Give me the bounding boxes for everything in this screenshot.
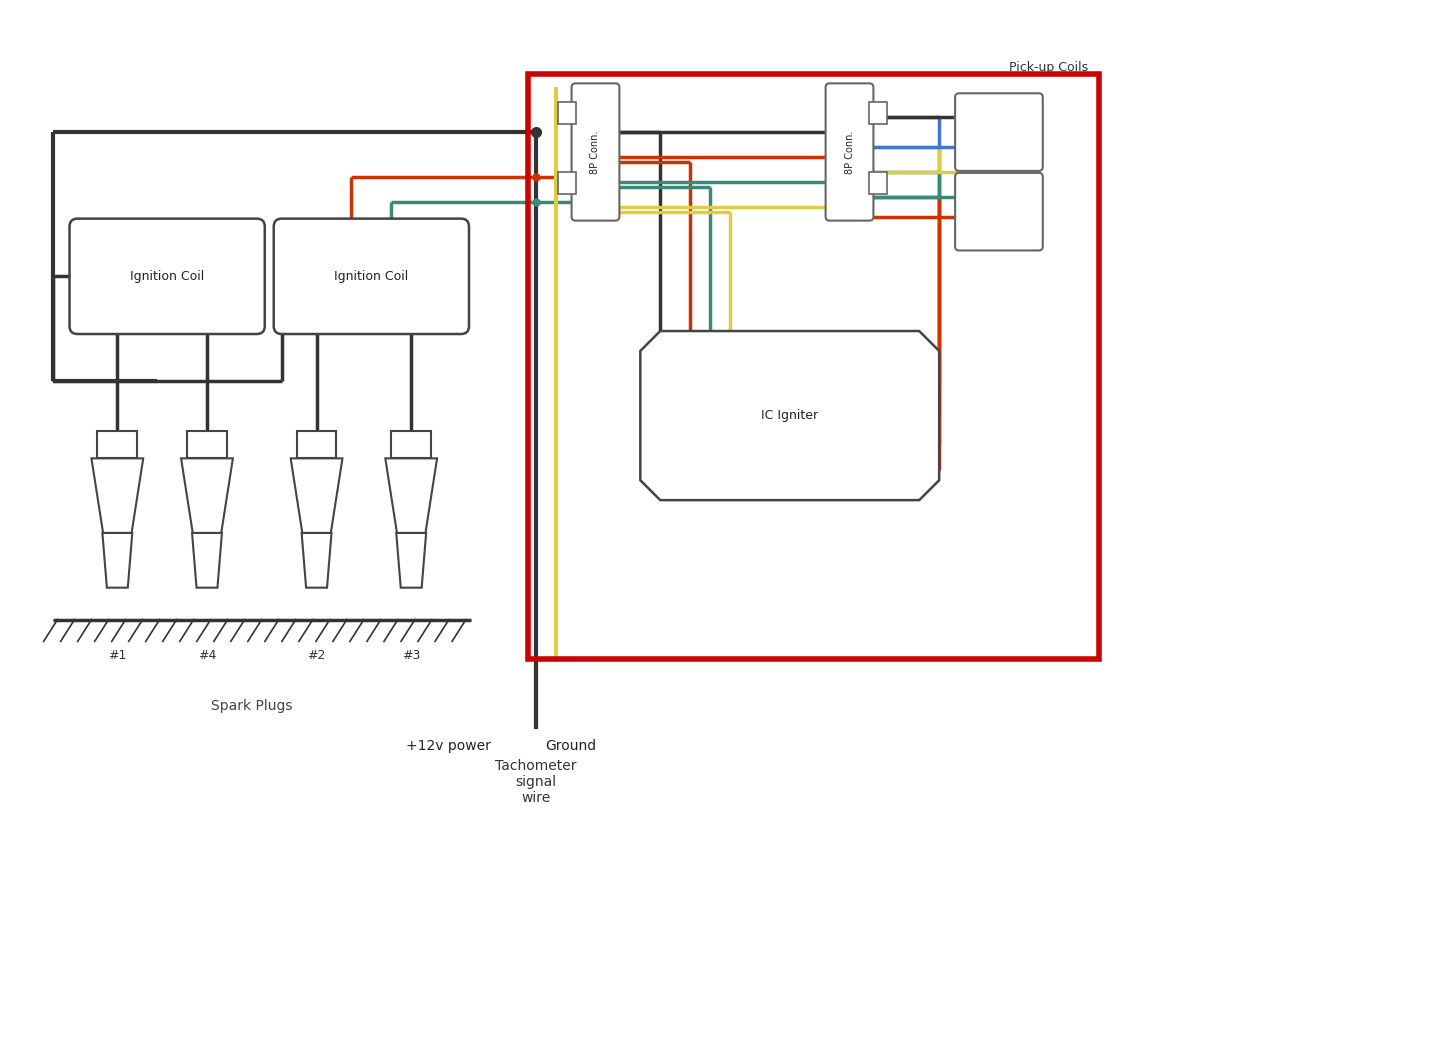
Text: +12v power: +12v power — [407, 739, 491, 753]
FancyBboxPatch shape — [69, 219, 265, 335]
Text: Ground: Ground — [546, 739, 596, 753]
Text: Ignition Coil: Ignition Coil — [130, 269, 204, 283]
Text: Pick-up Coils: Pick-up Coils — [1010, 61, 1088, 75]
Polygon shape — [192, 533, 221, 588]
FancyBboxPatch shape — [273, 219, 469, 335]
FancyBboxPatch shape — [572, 83, 619, 221]
Text: #2: #2 — [307, 649, 326, 663]
Polygon shape — [641, 331, 939, 500]
Text: #4: #4 — [198, 649, 216, 663]
Polygon shape — [291, 459, 343, 533]
Polygon shape — [396, 533, 427, 588]
Polygon shape — [385, 459, 437, 533]
Polygon shape — [181, 459, 233, 533]
Polygon shape — [301, 533, 331, 588]
Bar — [297, 430, 337, 459]
Bar — [97, 430, 137, 459]
Bar — [557, 171, 576, 194]
Text: Spark Plugs: Spark Plugs — [211, 700, 292, 713]
Text: 8P Conn.: 8P Conn. — [845, 130, 855, 174]
Bar — [187, 430, 227, 459]
Bar — [528, 75, 1098, 660]
Bar — [870, 171, 887, 194]
Text: #3: #3 — [402, 649, 421, 663]
Text: IC Igniter: IC Igniter — [761, 409, 819, 422]
FancyBboxPatch shape — [826, 83, 874, 221]
Text: #1: #1 — [109, 649, 126, 663]
Polygon shape — [103, 533, 132, 588]
Bar — [557, 102, 576, 124]
Bar — [391, 430, 431, 459]
FancyBboxPatch shape — [955, 173, 1043, 250]
Text: Tachometer
signal
wire: Tachometer signal wire — [495, 758, 576, 805]
Bar — [870, 102, 887, 124]
Text: 8P Conn.: 8P Conn. — [590, 130, 601, 174]
Text: Ignition Coil: Ignition Coil — [334, 269, 408, 283]
FancyBboxPatch shape — [955, 94, 1043, 170]
Polygon shape — [91, 459, 143, 533]
